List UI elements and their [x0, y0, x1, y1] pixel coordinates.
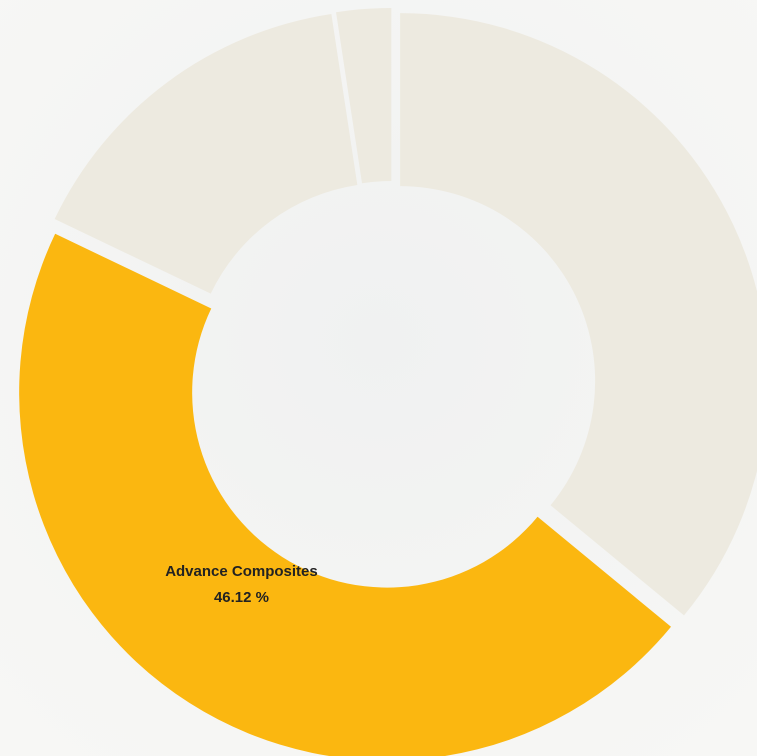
donut-segment: [54, 13, 358, 294]
donut-segment: [400, 13, 757, 616]
segment-label: Advance Composites: [165, 563, 318, 580]
donut-segment: [19, 233, 672, 756]
segment-value-label: 46.12 %: [214, 589, 269, 606]
donut-segment: [336, 8, 392, 184]
